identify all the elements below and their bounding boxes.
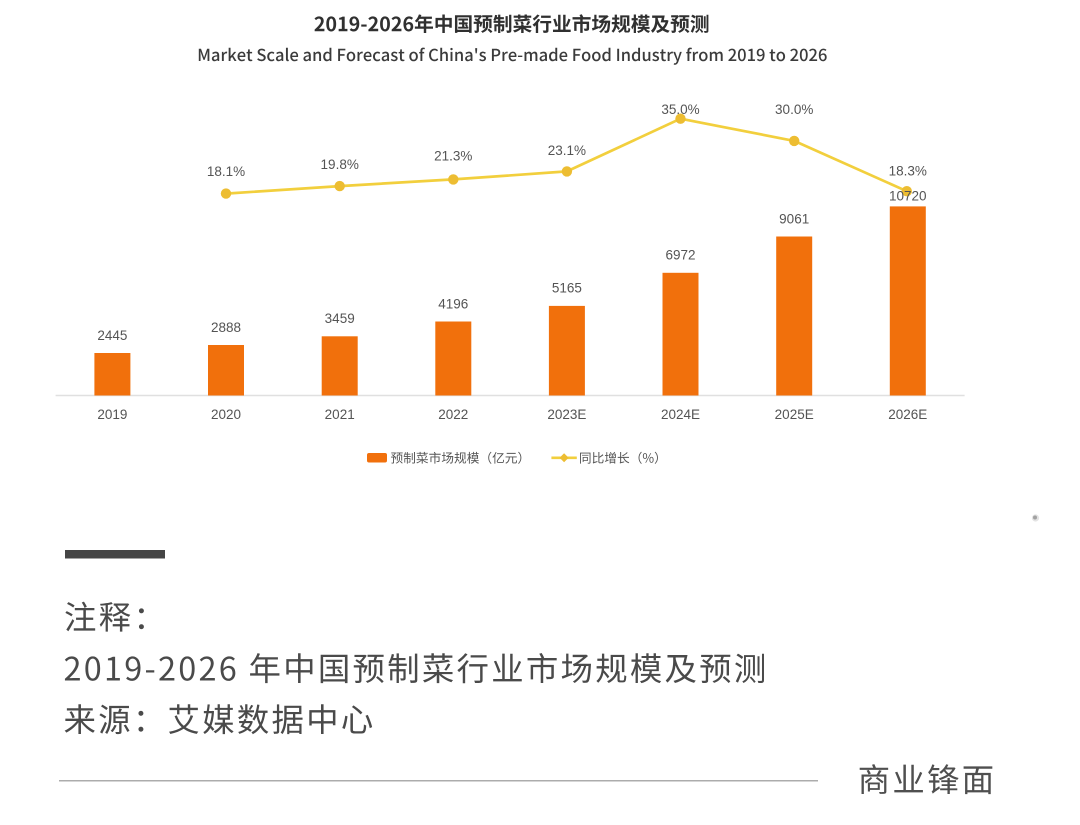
svg-text:2019: 2019 [97,407,127,422]
svg-text:5165: 5165 [552,281,582,296]
svg-text:2024E: 2024E [661,407,700,422]
svg-text:2023E: 2023E [547,407,586,422]
svg-text:35.0%: 35.0% [661,102,699,117]
svg-text:4196: 4196 [438,296,468,311]
svg-text:2020: 2020 [211,407,241,422]
svg-text:2022: 2022 [438,407,468,422]
svg-text:30.0%: 30.0% [775,102,813,117]
svg-text:23.1%: 23.1% [548,143,586,158]
svg-text:2026E: 2026E [888,407,927,422]
svg-text:21.3%: 21.3% [434,148,472,163]
svg-text:10720: 10720 [889,189,927,204]
svg-text:9061: 9061 [779,211,809,226]
svg-text:3459: 3459 [325,311,355,326]
svg-text:18.3%: 18.3% [889,164,927,179]
svg-text:18.1%: 18.1% [207,164,245,179]
svg-text:2021: 2021 [325,407,355,422]
svg-text:2025E: 2025E [775,407,814,422]
svg-text:2888: 2888 [211,320,241,335]
svg-text:6972: 6972 [665,248,695,263]
svg-text:2445: 2445 [97,328,127,343]
svg-text:19.8%: 19.8% [321,157,359,172]
